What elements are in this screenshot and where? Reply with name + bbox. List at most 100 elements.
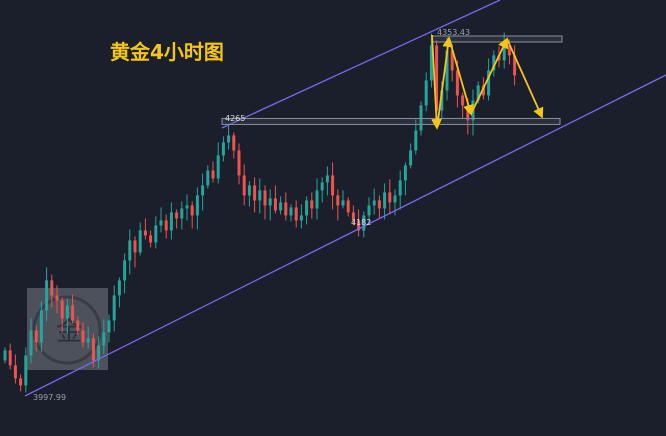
candle-body bbox=[34, 330, 38, 343]
channel-lower-line bbox=[24, 74, 666, 397]
candle-body bbox=[237, 150, 241, 176]
candle bbox=[211, 161, 215, 183]
candle bbox=[50, 274, 54, 308]
candle-body bbox=[45, 280, 49, 311]
candle-body bbox=[336, 195, 340, 206]
candle bbox=[424, 72, 428, 112]
candle-body bbox=[346, 200, 350, 213]
candle-body bbox=[341, 200, 345, 206]
candle-body bbox=[258, 190, 262, 201]
candle bbox=[268, 189, 272, 221]
candle-body bbox=[481, 85, 485, 96]
support-zone bbox=[221, 117, 561, 125]
candle-body bbox=[123, 260, 127, 281]
candle-body bbox=[487, 70, 491, 96]
candle-body bbox=[128, 240, 132, 261]
candle-body bbox=[507, 45, 511, 56]
candle bbox=[372, 188, 376, 215]
candle bbox=[247, 181, 251, 207]
candle bbox=[227, 125, 231, 150]
candle bbox=[331, 162, 335, 210]
candle-body bbox=[185, 205, 189, 209]
candle bbox=[414, 119, 418, 155]
candle bbox=[60, 297, 64, 333]
candle-body bbox=[310, 200, 314, 209]
candle-body bbox=[440, 90, 444, 111]
candle bbox=[143, 218, 147, 240]
candle bbox=[138, 222, 142, 256]
candle-body bbox=[263, 190, 267, 206]
candle bbox=[429, 33, 433, 88]
candle-body bbox=[138, 230, 142, 253]
candle bbox=[487, 58, 491, 101]
candle-body bbox=[24, 355, 28, 386]
candle bbox=[409, 143, 413, 169]
candle-body bbox=[154, 225, 158, 243]
candle bbox=[55, 285, 59, 314]
candle bbox=[216, 142, 220, 184]
projection-arrow bbox=[431, 34, 442, 130]
candle-body bbox=[279, 202, 283, 211]
candle-body bbox=[388, 192, 392, 203]
candle-body bbox=[450, 50, 454, 71]
candle bbox=[154, 216, 158, 249]
candle bbox=[383, 183, 387, 220]
candle-body bbox=[195, 195, 199, 216]
candle-body bbox=[81, 330, 85, 343]
chart-title: 黄金4小时图 bbox=[110, 40, 224, 64]
candle bbox=[175, 209, 179, 229]
projection-arrow bbox=[448, 37, 474, 116]
candle-body bbox=[211, 170, 215, 179]
candle-body bbox=[65, 305, 69, 319]
candle-body bbox=[284, 202, 288, 216]
candle-body bbox=[320, 182, 324, 191]
candle bbox=[169, 202, 173, 240]
candle-body bbox=[299, 215, 303, 221]
candle-body bbox=[414, 130, 418, 151]
candle-body bbox=[429, 45, 433, 81]
candle-body bbox=[201, 185, 205, 196]
candle bbox=[461, 92, 465, 119]
candle bbox=[492, 50, 496, 77]
candle-body bbox=[294, 207, 298, 221]
candle bbox=[315, 178, 319, 220]
candle-body bbox=[289, 207, 293, 216]
candle-body bbox=[232, 135, 236, 151]
candle bbox=[294, 200, 298, 228]
candle-body bbox=[445, 50, 449, 91]
candle-body bbox=[253, 185, 257, 201]
swing-low-price-label: 4182 bbox=[351, 218, 371, 227]
candle bbox=[299, 204, 303, 229]
candle bbox=[3, 347, 7, 364]
candle bbox=[325, 166, 329, 196]
candle-body bbox=[383, 192, 387, 209]
candle bbox=[253, 177, 257, 213]
candle bbox=[76, 316, 80, 335]
candle bbox=[258, 178, 262, 214]
candle bbox=[206, 165, 210, 189]
candle bbox=[377, 195, 381, 219]
candle-body bbox=[19, 378, 23, 386]
candle bbox=[24, 347, 28, 393]
candle bbox=[34, 325, 38, 352]
candle bbox=[341, 190, 345, 209]
candle bbox=[190, 201, 194, 229]
candle-body bbox=[97, 345, 101, 361]
candle-body bbox=[242, 175, 246, 196]
candle-body bbox=[273, 198, 277, 211]
candle bbox=[221, 136, 225, 162]
candle bbox=[273, 185, 277, 214]
candle bbox=[8, 343, 12, 370]
candle bbox=[320, 177, 324, 203]
candle bbox=[128, 229, 132, 275]
candle-body bbox=[305, 200, 309, 216]
candle bbox=[164, 214, 168, 239]
candle bbox=[13, 354, 17, 384]
channel-upper-line bbox=[221, 0, 501, 129]
candle bbox=[351, 205, 355, 226]
candle bbox=[336, 189, 340, 221]
candle-body bbox=[331, 175, 335, 196]
candle-body bbox=[149, 235, 153, 243]
high-price-label: 4353.43 bbox=[437, 28, 470, 37]
